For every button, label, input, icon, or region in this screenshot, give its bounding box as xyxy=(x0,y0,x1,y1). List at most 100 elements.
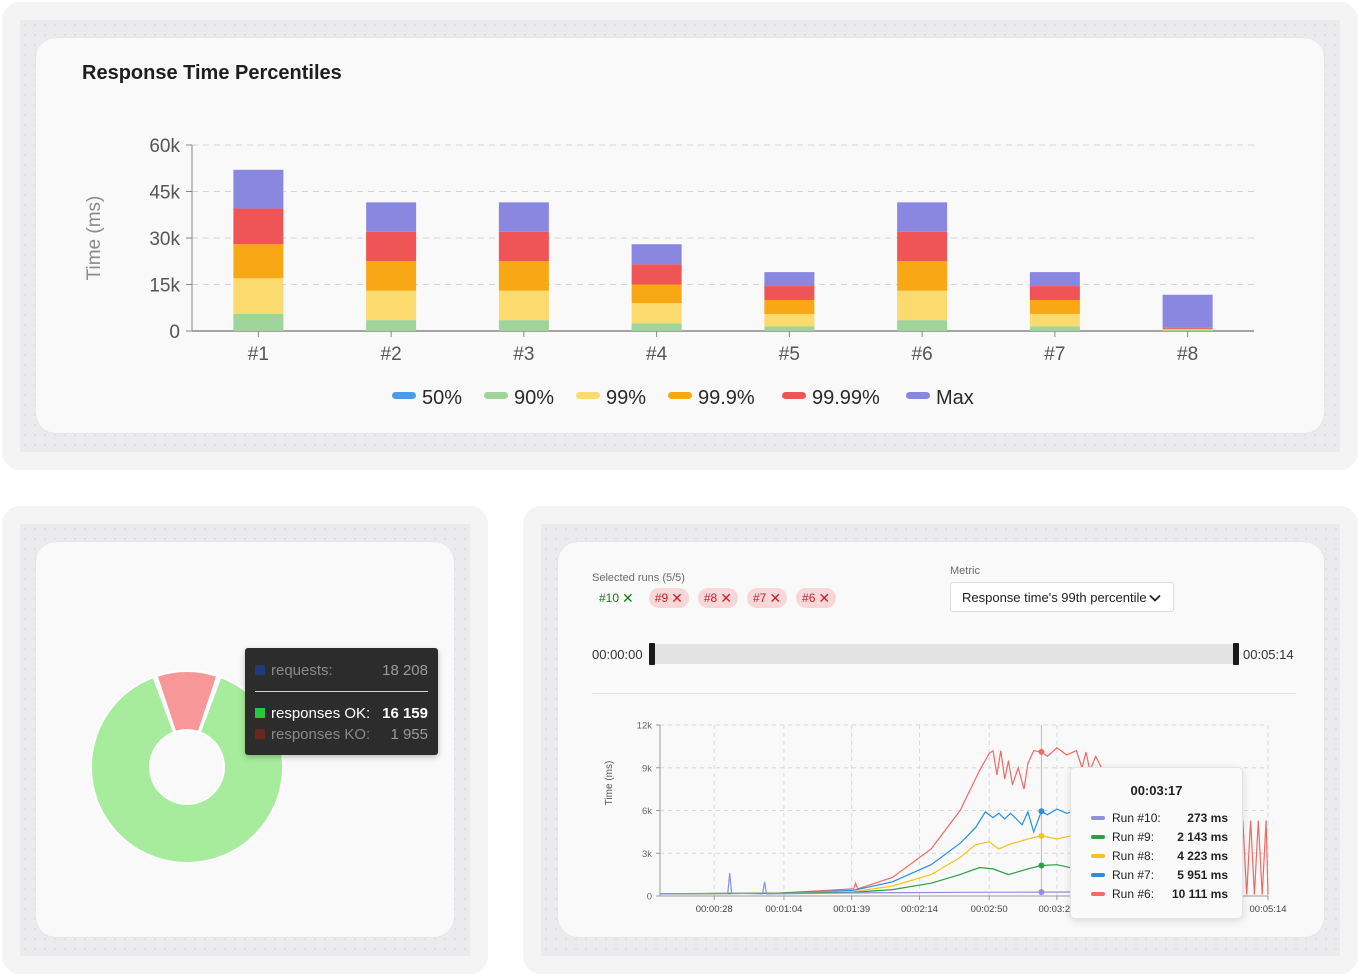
x-tick-label: 00:02:14 xyxy=(901,904,938,915)
requests-swatch xyxy=(255,665,265,675)
run-chip-9[interactable]: #9 ✕ xyxy=(648,588,689,608)
donut-slice-ok xyxy=(90,675,284,864)
bar-segment-Max xyxy=(366,202,417,232)
tooltip-requests-row: requests: 18 208 xyxy=(255,660,428,680)
range-end-label: 00:05:14 xyxy=(1243,647,1294,662)
metric-select[interactable]: Response time's 99th percentile xyxy=(950,582,1174,612)
x-tick-label: 00:02:50 xyxy=(971,904,1008,915)
bar-stack xyxy=(897,202,948,331)
run-swatch xyxy=(1091,835,1105,839)
x-tick-label: 00:01:39 xyxy=(833,904,870,915)
bar-segment-99% xyxy=(764,313,815,327)
legend-label: 90% xyxy=(514,387,554,409)
metric-label: Metric xyxy=(950,565,980,577)
legend-swatch xyxy=(668,392,692,399)
range-start-handle[interactable] xyxy=(649,643,655,665)
x-tick-label: #4 xyxy=(646,344,668,365)
bar-segment-99.99% xyxy=(764,286,815,300)
bar-segment-99.99% xyxy=(366,231,417,262)
x-tick-label: #6 xyxy=(912,344,933,365)
y-axis-label: Time (ms) xyxy=(604,761,615,806)
y-tick-label: 0 xyxy=(169,322,180,343)
run-value: 2 143 ms xyxy=(1177,830,1228,844)
bar-segment-99.99% xyxy=(1162,327,1213,329)
hover-point xyxy=(1038,808,1045,815)
time-range-slider[interactable] xyxy=(651,644,1237,664)
x-tick-label: #8 xyxy=(1177,344,1198,365)
legend-swatch xyxy=(484,392,508,399)
run-value: 10 111 ms xyxy=(1171,887,1228,901)
y-tick-label: 15k xyxy=(149,276,180,297)
y-tick-label: 12k xyxy=(637,721,653,732)
bar-segment-99% xyxy=(498,290,549,321)
legend-label: Max xyxy=(936,387,974,409)
y-axis-label: Time (ms) xyxy=(84,196,105,281)
bar-segment-90% xyxy=(631,323,682,331)
bar-segment-90% xyxy=(764,326,815,331)
runs-line-chart: 0 3k 6k 9k 12k 00:00:28 00:01:04 00:01:39 00:02:… xyxy=(604,721,1286,916)
tooltip-ok-row: responses OK: 16 159 xyxy=(255,703,428,723)
runs-tooltip: 00:03:17 Run #10: 273 ms Run #9: 2 143 m… xyxy=(1070,767,1243,919)
hover-point xyxy=(1038,832,1045,839)
run-chip-10[interactable]: #10 ✕ xyxy=(593,588,640,608)
range-end-handle[interactable] xyxy=(1233,643,1239,665)
hover-point xyxy=(1038,748,1045,755)
run-swatch xyxy=(1091,854,1105,858)
x-tick-label: #3 xyxy=(513,344,534,365)
run-chip-label: #7 xyxy=(752,591,767,605)
selected-runs-label: Selected runs (5/5) xyxy=(592,572,685,584)
legend-label: 50% xyxy=(422,387,462,409)
tooltip-run-row: Run #10: 273 ms xyxy=(1091,810,1228,826)
requests-value: 18 208 xyxy=(382,661,428,679)
bar-segment-99.99% xyxy=(1029,286,1080,300)
tooltip-time: 00:03:17 xyxy=(1130,783,1183,798)
remove-icon[interactable]: ✕ xyxy=(622,590,634,606)
metric-value: Response time's 99th percentile xyxy=(962,589,1147,605)
run-label: Run #6: xyxy=(1112,887,1155,901)
remove-icon[interactable]: ✕ xyxy=(671,590,683,606)
bar-segment-Max xyxy=(1029,272,1080,287)
legend-label: 99.9% xyxy=(698,387,755,409)
remove-icon[interactable]: ✕ xyxy=(720,590,732,606)
hover-point xyxy=(1038,889,1045,896)
series-line-Run #7 xyxy=(659,808,1091,895)
x-tick-label: 00:00:28 xyxy=(696,904,733,915)
responses-tooltip: requests: 18 208 responses OK: 16 159 re… xyxy=(245,648,438,755)
run-chip-label: #8 xyxy=(703,591,718,605)
bar-stack xyxy=(1029,272,1080,331)
x-tick-label: 00:01:04 xyxy=(765,904,802,915)
bar-segment-99.9% xyxy=(1162,328,1213,330)
bar-segment-99% xyxy=(366,290,417,321)
run-swatch xyxy=(1091,816,1105,820)
x-tick-label: #5 xyxy=(779,344,800,365)
remove-icon[interactable]: ✕ xyxy=(769,590,782,606)
y-tick-label: 30k xyxy=(149,229,180,250)
remove-icon[interactable]: ✕ xyxy=(818,590,831,606)
y-tick-label: 60k xyxy=(149,136,180,157)
y-tick-label: 9k xyxy=(642,763,652,774)
run-chip-7[interactable]: #7 ✕ xyxy=(746,588,788,608)
ko-swatch xyxy=(255,729,265,739)
chevron-down-icon xyxy=(1149,594,1161,602)
bar-stack xyxy=(498,202,549,331)
bar-segment-99.9% xyxy=(1029,300,1080,314)
run-label: Run #8: xyxy=(1112,849,1155,863)
tooltip-run-row: Run #7: 5 951 ms xyxy=(1091,867,1228,883)
bar-segment-99.99% xyxy=(498,231,549,262)
bar-segment-Max xyxy=(631,244,682,265)
bar-stack xyxy=(233,169,284,331)
run-chip-6[interactable]: #6 ✕ xyxy=(796,588,837,608)
run-value: 273 ms xyxy=(1187,811,1228,825)
bar-segment-99.99% xyxy=(631,264,682,285)
run-chip-label: #6 xyxy=(802,591,816,605)
bar-segment-90% xyxy=(366,320,417,331)
donut-slice-ko xyxy=(155,670,219,734)
ok-value: 16 159 xyxy=(382,704,428,722)
tooltip-run-row: Run #6: 10 111 ms xyxy=(1091,886,1228,902)
x-tick-label: 00:03:25 xyxy=(1038,904,1075,915)
bar-segment-99.9% xyxy=(631,284,682,304)
bar-stack xyxy=(366,202,417,331)
hover-point xyxy=(1038,862,1045,869)
run-swatch xyxy=(1091,873,1105,877)
run-chip-8[interactable]: #8 ✕ xyxy=(697,588,738,608)
